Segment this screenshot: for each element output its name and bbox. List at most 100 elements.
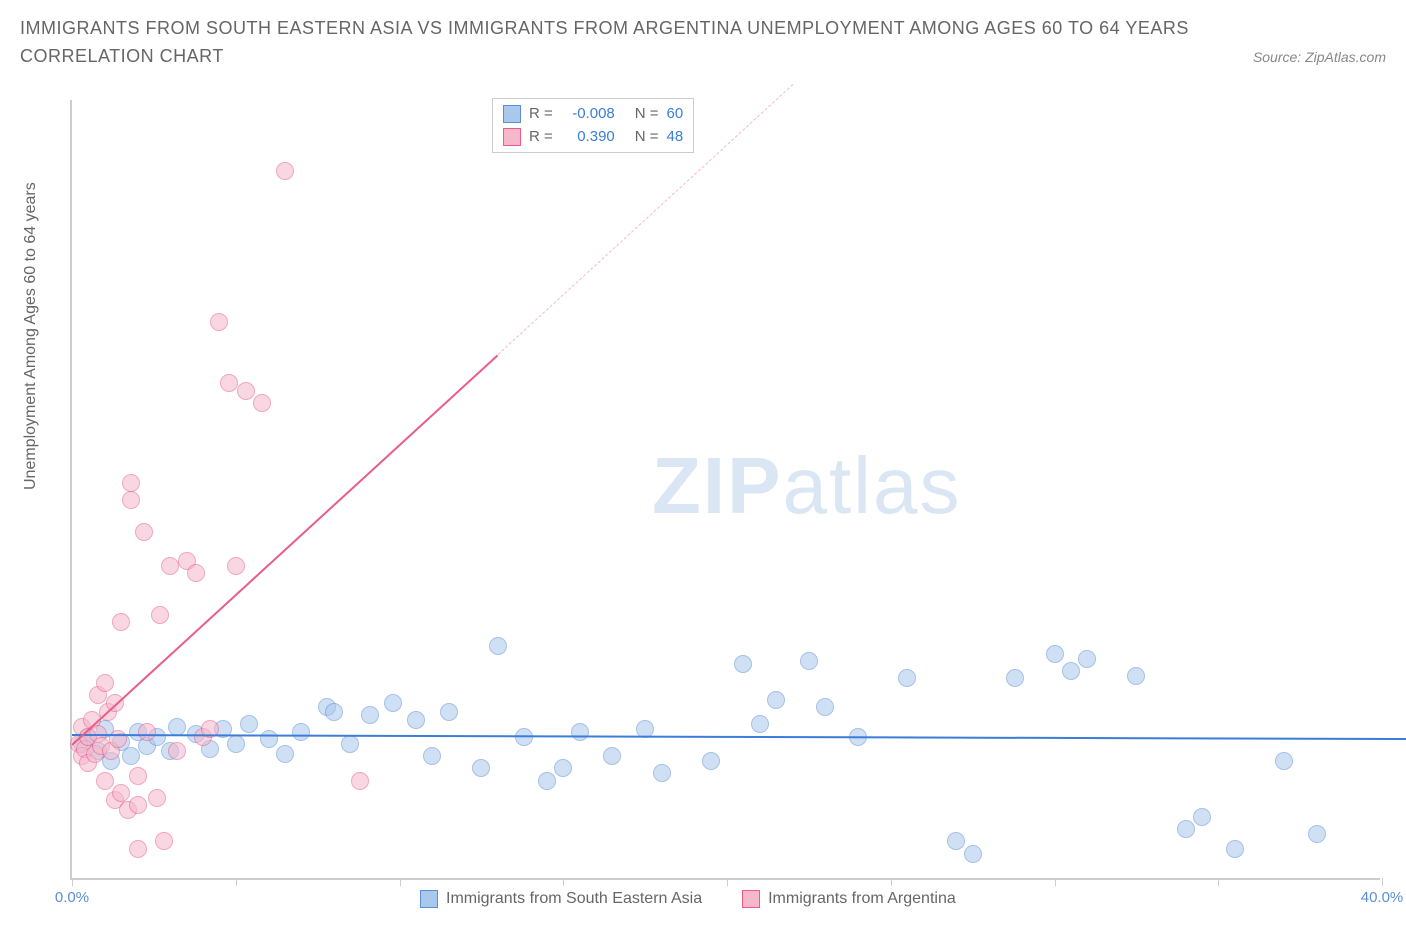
legend-r-label: R = <box>529 126 553 149</box>
scatter-point <box>440 703 458 721</box>
scatter-point <box>276 745 294 763</box>
scatter-point <box>1275 752 1293 770</box>
scatter-point <box>1226 840 1244 858</box>
scatter-point <box>168 742 186 760</box>
scatter-point <box>253 394 271 412</box>
legend-swatch <box>742 890 760 908</box>
scatter-point <box>210 313 228 331</box>
scatter-point <box>187 564 205 582</box>
series-legend-item: Immigrants from South Eastern Asia <box>420 890 702 908</box>
scatter-point <box>538 772 556 790</box>
scatter-point <box>129 767 147 785</box>
scatter-point <box>276 162 294 180</box>
x-tick <box>1382 878 1383 886</box>
legend-n-label: N = <box>635 103 659 126</box>
y-tick-label: 22.5% <box>1390 323 1406 340</box>
title-area: IMMIGRANTS FROM SOUTH EASTERN ASIA VS IM… <box>0 0 1406 67</box>
chart-area: ZIPatlas R =-0.008N =60R = 0.390N =48 7.… <box>70 100 1380 880</box>
scatter-point <box>227 557 245 575</box>
scatter-point <box>1127 667 1145 685</box>
scatter-point <box>129 796 147 814</box>
legend-r-value: -0.008 <box>561 103 615 126</box>
trend-line <box>71 354 498 745</box>
x-tick <box>72 878 73 886</box>
legend-r-label: R = <box>529 103 553 126</box>
scatter-point <box>151 606 169 624</box>
scatter-point <box>129 840 147 858</box>
y-tick-label: 7.5% <box>1390 689 1406 706</box>
scatter-point <box>489 637 507 655</box>
y-tick-label: 15.0% <box>1390 506 1406 523</box>
x-tick <box>236 878 237 886</box>
x-tick-label: 0.0% <box>55 889 89 906</box>
scatter-point <box>135 523 153 541</box>
chart-title: IMMIGRANTS FROM SOUTH EASTERN ASIA VS IM… <box>20 12 1386 44</box>
x-tick <box>563 878 564 886</box>
correlation-legend: R = -0.008 N = 60 R = 0.390 N = 48 <box>492 98 694 153</box>
y-axis-label: Unemployment Among Ages 60 to 64 years <box>22 182 40 490</box>
legend-swatch <box>503 105 521 123</box>
legend-n-value: 60 <box>667 103 684 126</box>
scatter-point <box>161 557 179 575</box>
scatter-point <box>800 652 818 670</box>
x-tick <box>1218 878 1219 886</box>
watermark: ZIPatlas <box>652 440 961 532</box>
scatter-point <box>407 711 425 729</box>
scatter-point <box>292 723 310 741</box>
legend-swatch <box>503 128 521 146</box>
legend-r-value: 0.390 <box>561 126 615 149</box>
legend-n-value: 48 <box>667 126 684 149</box>
x-tick <box>400 878 401 886</box>
scatter-point <box>472 759 490 777</box>
scatter-point <box>603 747 621 765</box>
scatter-point <box>751 715 769 733</box>
scatter-point <box>237 382 255 400</box>
scatter-point <box>341 735 359 753</box>
scatter-point <box>112 784 130 802</box>
x-tick <box>891 878 892 886</box>
series-legend-label: Immigrants from South Eastern Asia <box>446 890 702 908</box>
scatter-point <box>816 698 834 716</box>
scatter-point <box>1006 669 1024 687</box>
source-label: Source: ZipAtlas.com <box>1253 49 1386 65</box>
scatter-point <box>220 374 238 392</box>
series-legend-item: Immigrants from Argentina <box>742 890 956 908</box>
series-legend: Immigrants from South Eastern Asia Immigr… <box>420 890 956 908</box>
legend-n-label: N = <box>635 126 659 149</box>
scatter-point <box>148 789 166 807</box>
series-legend-label: Immigrants from Argentina <box>768 890 956 908</box>
scatter-point <box>260 730 278 748</box>
scatter-point <box>554 759 572 777</box>
scatter-plot: ZIPatlas R =-0.008N =60R = 0.390N =48 7.… <box>70 100 1380 880</box>
scatter-point <box>898 669 916 687</box>
x-tick-label: 40.0% <box>1361 889 1404 906</box>
scatter-point <box>947 832 965 850</box>
x-tick <box>727 878 728 886</box>
x-tick <box>1055 878 1056 886</box>
legend-swatch <box>420 890 438 908</box>
scatter-point <box>325 703 343 721</box>
scatter-point <box>1308 825 1326 843</box>
scatter-point <box>240 715 258 733</box>
scatter-point <box>155 832 173 850</box>
scatter-point <box>767 691 785 709</box>
scatter-point <box>109 730 127 748</box>
scatter-point <box>423 747 441 765</box>
legend-row: R = 0.390 N = 48 <box>503 126 683 149</box>
scatter-point <box>138 723 156 741</box>
scatter-point <box>361 706 379 724</box>
scatter-point <box>571 723 589 741</box>
scatter-point <box>653 764 671 782</box>
scatter-point <box>1062 662 1080 680</box>
scatter-point <box>112 613 130 631</box>
scatter-point <box>351 772 369 790</box>
scatter-point <box>168 718 186 736</box>
y-tick-label: 30.0% <box>1390 140 1406 157</box>
scatter-point <box>384 694 402 712</box>
scatter-point <box>122 747 140 765</box>
scatter-point <box>96 772 114 790</box>
scatter-point <box>227 735 245 753</box>
scatter-point <box>1193 808 1211 826</box>
scatter-point <box>964 845 982 863</box>
legend-row: R = -0.008 N = 60 <box>503 103 683 126</box>
